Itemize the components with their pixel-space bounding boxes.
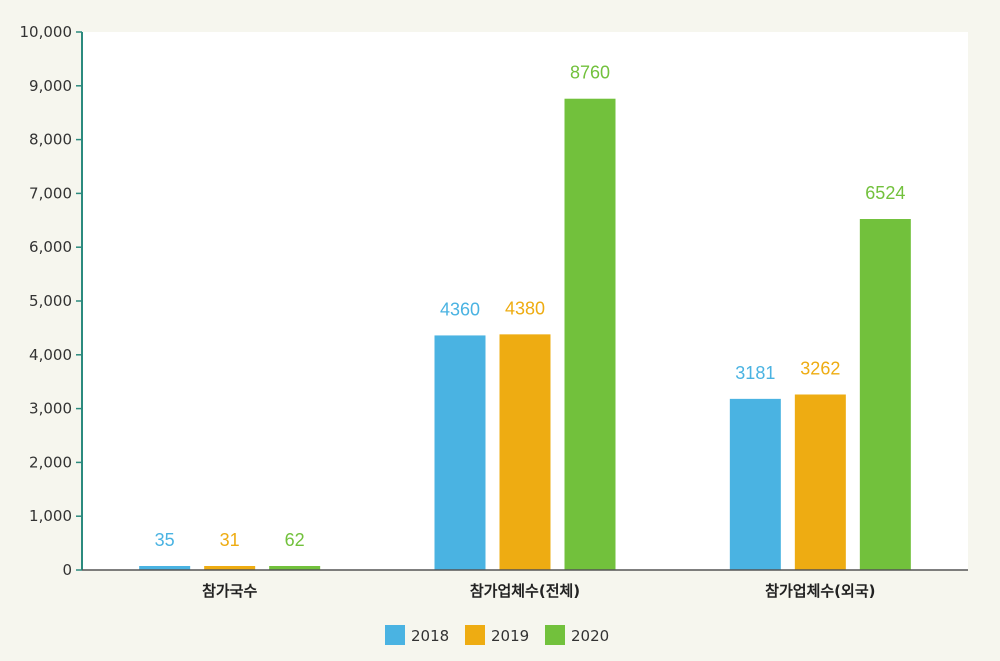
bar <box>434 335 486 570</box>
x-tick-label: 참가업체수(외국) <box>765 582 875 600</box>
y-tick-label: 6,000 <box>29 238 72 256</box>
bar <box>269 566 321 570</box>
bar <box>499 334 551 570</box>
bar <box>139 566 191 570</box>
y-tick-label: 1,000 <box>29 507 72 525</box>
data-label: 62 <box>285 530 305 550</box>
data-label: 35 <box>155 530 175 550</box>
legend-label: 2018 <box>411 627 449 645</box>
y-tick-label: 2,000 <box>29 453 72 471</box>
y-tick-label: 4,000 <box>29 346 72 364</box>
y-axis: 0 1,000 2,000 3,000 4,000 5,000 6,000 7,000 8,00… <box>20 23 83 579</box>
x-tick-label: 참가국수 <box>202 582 257 600</box>
legend-swatch <box>465 625 485 645</box>
data-labels: 35 31 62 4360 4380 8760 3181 3262 6524 <box>155 63 906 550</box>
data-label: 8760 <box>570 63 610 83</box>
x-axis: 참가국수 참가업체수(전체) 참가업체수(외국) <box>82 569 968 600</box>
data-label: 4380 <box>505 298 545 318</box>
data-label: 6524 <box>865 183 905 203</box>
y-tick-label: 0 <box>62 561 72 579</box>
x-tick-label: 참가업체수(전체) <box>470 582 580 600</box>
bar <box>729 398 781 570</box>
y-tick-label: 8,000 <box>29 131 72 149</box>
bar <box>564 98 616 570</box>
y-tick-label: 9,000 <box>29 77 72 95</box>
data-label: 4360 <box>440 299 480 319</box>
y-tick-label: 10,000 <box>20 23 73 41</box>
legend-swatch <box>545 625 565 645</box>
legend-label: 2020 <box>571 627 609 645</box>
bar <box>204 566 256 570</box>
legend: 2018 2019 2020 <box>385 625 609 645</box>
data-label: 3181 <box>735 363 775 383</box>
data-label: 3262 <box>800 359 840 379</box>
bar <box>859 219 911 571</box>
y-tick-label: 5,000 <box>29 292 72 310</box>
bar <box>794 394 846 570</box>
y-tick-label: 3,000 <box>29 400 72 418</box>
data-label: 31 <box>220 530 240 550</box>
bars <box>139 98 911 571</box>
y-tick-label: 7,000 <box>29 184 72 202</box>
legend-label: 2019 <box>491 627 529 645</box>
legend-swatch <box>385 625 405 645</box>
